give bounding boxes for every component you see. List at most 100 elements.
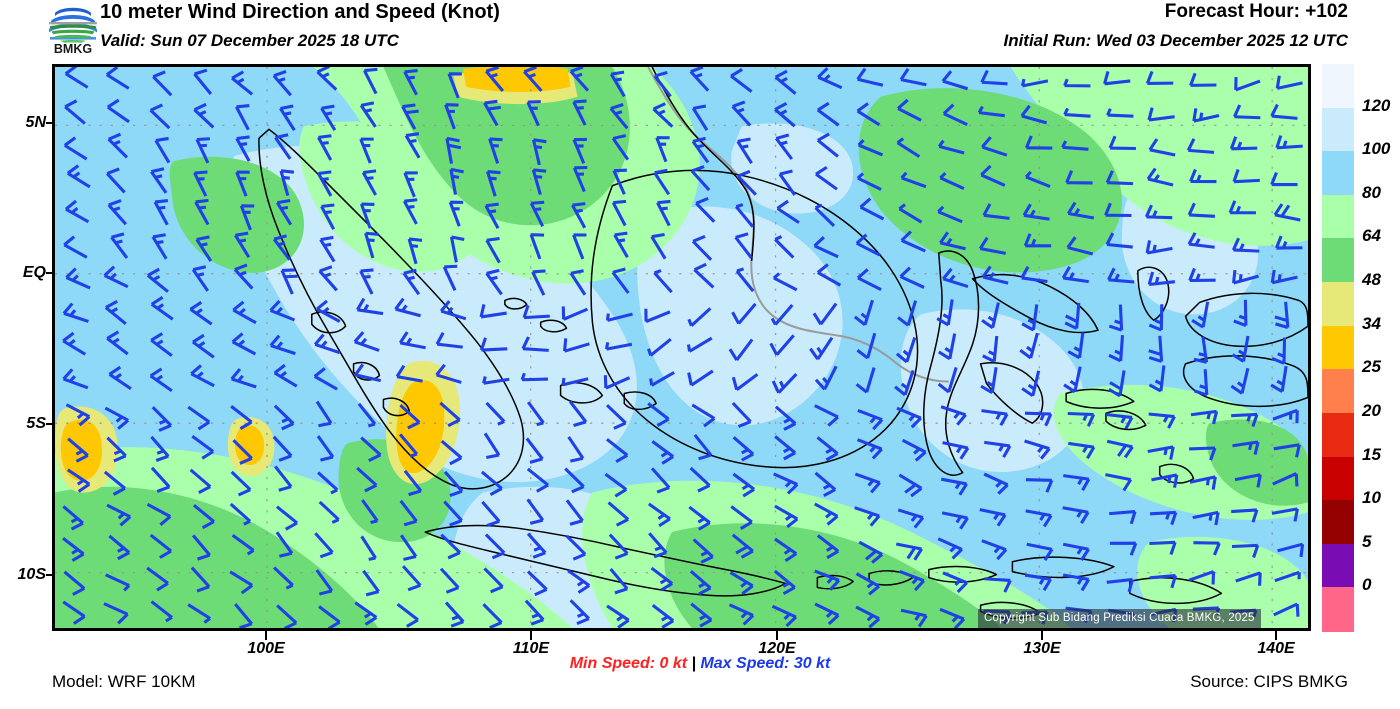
- wind-map-plot[interactable]: [52, 64, 1311, 631]
- wind-barb: [1273, 203, 1301, 222]
- wind-barb: [942, 571, 968, 593]
- wind-barb: [1106, 577, 1134, 593]
- wind-barb: [982, 203, 1010, 220]
- wind-barb: [1067, 332, 1085, 360]
- wind-barb: [1024, 439, 1051, 460]
- wind-barb: [356, 297, 384, 316]
- wind-barb: [1061, 140, 1089, 151]
- wind-barb: [689, 570, 712, 596]
- wind-barb: [734, 232, 753, 259]
- wind-barb: [532, 138, 547, 166]
- wind-barb: [981, 265, 1009, 285]
- wind-barb: [1234, 77, 1261, 92]
- wind-barb: [63, 136, 88, 161]
- wind-barb: [981, 409, 1009, 427]
- wind-barb: [315, 400, 333, 428]
- wind-barb: [609, 103, 629, 130]
- page-title: 10 meter Wind Direction and Speed (Knot): [100, 1, 500, 23]
- wind-barb: [357, 402, 377, 428]
- wind-barb: [692, 538, 714, 564]
- wind-barb: [565, 499, 584, 526]
- initial-run-label: Initial Run: Wed 03 December 2025 12 UTC: [1003, 31, 1348, 50]
- wind-barb: [1067, 201, 1095, 220]
- wind-barb: [276, 604, 298, 628]
- wind-barb: [272, 435, 293, 462]
- wind-barb: [899, 67, 927, 87]
- wind-barb: [938, 333, 957, 361]
- wind-barb: [568, 400, 588, 427]
- wind-barb: [531, 269, 546, 296]
- wind-barb: [774, 537, 798, 562]
- wind-barb: [66, 164, 91, 189]
- wind-barb: [984, 440, 1012, 458]
- wind-barb: [439, 401, 461, 428]
- speed-colorbar[interactable]: [1322, 64, 1354, 632]
- wind-barb: [941, 511, 969, 530]
- wind-barb: [1277, 542, 1305, 558]
- wind-barb: [230, 470, 252, 497]
- wind-barb: [407, 237, 423, 265]
- wind-barb: [1229, 136, 1258, 151]
- wind-barb: [1063, 78, 1091, 88]
- wind-barb: [899, 569, 925, 592]
- wind-barb: [896, 406, 922, 429]
- wind-barb: [526, 570, 548, 597]
- wind-barb: [857, 139, 884, 157]
- wind-barb: [488, 137, 503, 164]
- wind-barb: [317, 471, 339, 495]
- wind-barb: [650, 467, 671, 494]
- wind-barb: [572, 165, 588, 193]
- wind-barb: [856, 67, 884, 87]
- wind-barb: [561, 306, 589, 321]
- wind-barb: [774, 102, 796, 128]
- wind-barb: [150, 332, 173, 357]
- wind-barb: [193, 102, 215, 129]
- wind-barb: [736, 169, 757, 196]
- wind-barb: [449, 235, 465, 263]
- wind-barb: [1149, 540, 1177, 555]
- wind-barb: [398, 433, 419, 458]
- wind-barb: [1108, 135, 1136, 151]
- wind-barb: [1187, 232, 1215, 249]
- wind-barb: [1235, 571, 1262, 586]
- colorbar-band-11: [1322, 543, 1354, 588]
- wind-barb: [64, 199, 90, 224]
- wind-barb: [775, 133, 794, 160]
- wind-barb: [937, 537, 963, 560]
- wind-barb: [521, 336, 549, 352]
- wind-barb: [980, 69, 1008, 86]
- wind-barb: [690, 602, 713, 628]
- colorbar-label-64: 64: [1362, 226, 1381, 246]
- wind-barb: [895, 542, 923, 561]
- wind-barb: [939, 231, 966, 251]
- wind-barb: [897, 98, 922, 122]
- lat-tick-eq: [46, 272, 55, 274]
- wind-barb: [940, 405, 967, 426]
- colorbar-band-6: [1322, 325, 1354, 370]
- wind-barb: [612, 168, 627, 195]
- wind-barb: [647, 337, 672, 357]
- wind-barb: [106, 436, 127, 463]
- wind-barb: [898, 203, 923, 224]
- wind-barb: [272, 234, 291, 261]
- wind-barb: [435, 363, 462, 384]
- lat-tick-10s: [46, 574, 55, 576]
- wind-barb: [981, 136, 1008, 157]
- wind-barb: [563, 338, 590, 353]
- max-speed-label: Max Speed: 30 kt: [700, 655, 831, 672]
- wind-barb: [653, 168, 671, 196]
- wind-barb: [611, 267, 630, 294]
- min-speed-label: Min Speed: 0 kt: [569, 655, 688, 672]
- lon-tick-140e: [1275, 631, 1277, 640]
- wind-barb: [936, 299, 954, 327]
- wind-barb: [394, 297, 421, 318]
- wind-barb: [63, 570, 86, 596]
- wind-barb: [939, 171, 965, 190]
- wind-barb: [1023, 233, 1052, 248]
- wind-barb: [772, 272, 798, 292]
- wind-barb: [62, 302, 89, 323]
- wind-barb: [732, 472, 756, 498]
- wind-barb: [859, 197, 885, 221]
- wind-barb: [771, 372, 798, 394]
- wind-barb: [567, 569, 591, 594]
